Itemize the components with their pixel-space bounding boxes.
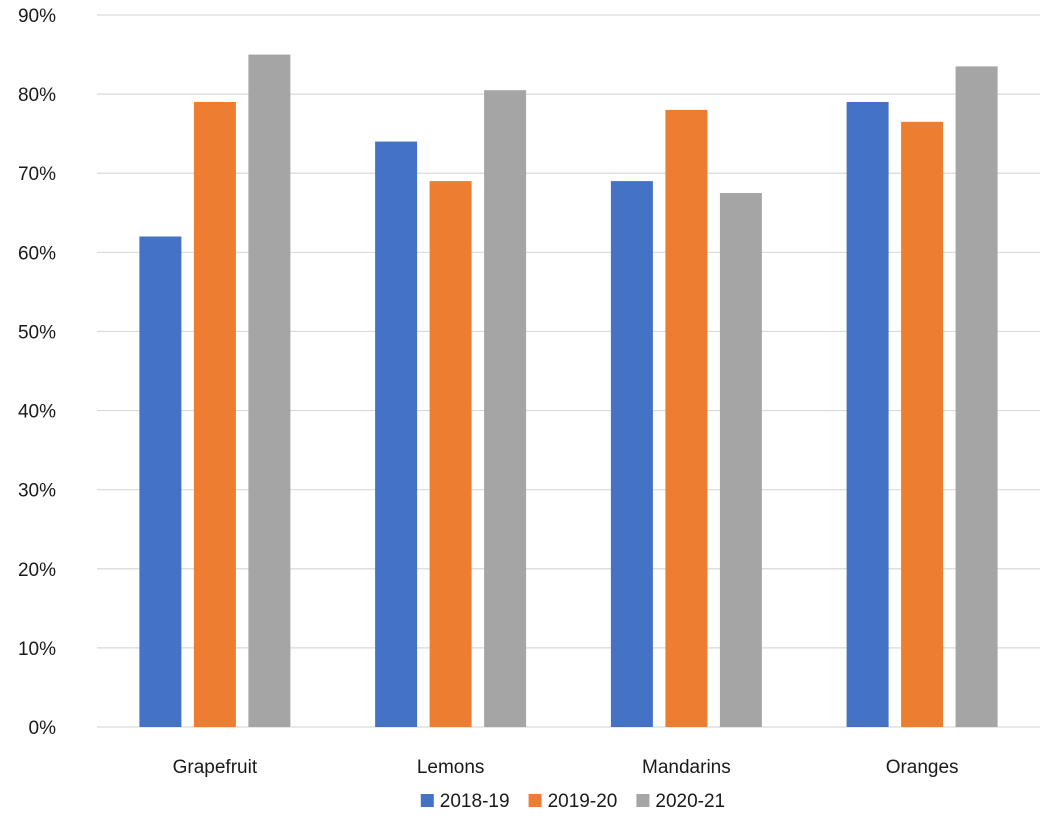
y-tick-label: 40%	[18, 402, 56, 423]
legend-swatch	[528, 794, 542, 807]
bar-2018-19-oranges	[846, 102, 889, 727]
legend-label: 2020-21	[655, 791, 725, 812]
y-axis-ticks: 0% 10% 20% 30% 40% 50% 60% 70% 80% 90%	[18, 6, 56, 739]
x-tick-label: Oranges	[886, 757, 959, 778]
legend-item: 2018-19	[420, 791, 510, 812]
legend-item: 2019-20	[528, 791, 618, 812]
bar-2020-21-grapefruit	[248, 54, 291, 728]
x-tick-label: Lemons	[417, 757, 485, 778]
legend-label: 2019-20	[548, 791, 618, 812]
legend: 2018-19 2019-20 2020-21	[420, 791, 725, 812]
y-tick-label: 0%	[29, 718, 57, 739]
x-tick-label: Mandarins	[642, 757, 731, 778]
bar-2018-19-lemons	[375, 141, 418, 728]
bar-2020-21-lemons	[484, 90, 527, 727]
y-tick-label: 10%	[18, 639, 56, 660]
bar-2019-20-grapefruit	[193, 102, 236, 727]
y-tick-label: 50%	[18, 322, 56, 343]
y-tick-label: 80%	[18, 85, 56, 106]
bar-2018-19-mandarins	[610, 181, 653, 728]
bar-2020-21-oranges	[955, 66, 998, 727]
bar-2019-20-oranges	[901, 121, 944, 728]
y-tick-label: 70%	[18, 164, 56, 185]
legend-swatch	[420, 794, 434, 807]
x-tick-label: Grapefruit	[173, 757, 258, 778]
legend-swatch	[636, 794, 650, 807]
gridlines	[97, 14, 1040, 728]
x-axis-ticks: Grapefruit Lemons Mandarins Oranges	[173, 757, 959, 778]
legend-label: 2018-19	[440, 791, 510, 812]
bars	[139, 54, 998, 728]
bar-2020-21-mandarins	[719, 193, 762, 727]
bar-2019-20-mandarins	[665, 109, 708, 727]
y-tick-label: 30%	[18, 481, 56, 502]
bar-2018-19-grapefruit	[139, 236, 182, 727]
y-tick-label: 90%	[18, 6, 56, 27]
legend-item: 2020-21	[636, 791, 725, 812]
y-tick-label: 20%	[18, 560, 56, 581]
y-tick-label: 60%	[18, 243, 56, 264]
bar-2019-20-lemons	[429, 181, 472, 728]
